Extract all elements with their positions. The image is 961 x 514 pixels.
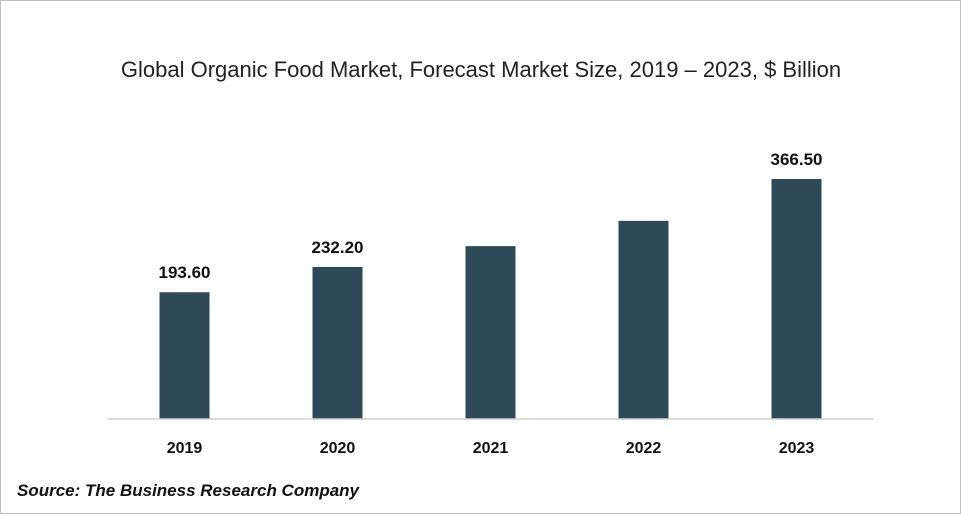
bar-2023 <box>771 179 822 419</box>
labels-layer: 193.60 232.20 366.50 <box>159 150 823 282</box>
x-tick-label-2022: 2022 <box>626 440 662 457</box>
data-label-2020: 232.20 <box>312 238 364 257</box>
x-tick-labels: 2019 2020 2021 2022 2023 <box>167 440 815 457</box>
bar-2019 <box>159 292 210 419</box>
chart-title: Global Organic Food Market, Forecast Mar… <box>120 57 842 82</box>
bar-2022 <box>618 220 669 419</box>
bars-layer <box>159 179 822 419</box>
x-tick-label-2023: 2023 <box>779 440 815 457</box>
x-tick-label-2021: 2021 <box>473 440 509 457</box>
data-label-2019: 193.60 <box>159 263 211 282</box>
bar-2020 <box>312 266 363 419</box>
bar-2021 <box>465 246 516 419</box>
x-tick-label-2019: 2019 <box>167 440 203 457</box>
source-note: Source: The Business Research Company <box>17 481 360 500</box>
x-tick-label-2020: 2020 <box>320 440 356 457</box>
data-label-2023: 366.50 <box>771 150 823 169</box>
